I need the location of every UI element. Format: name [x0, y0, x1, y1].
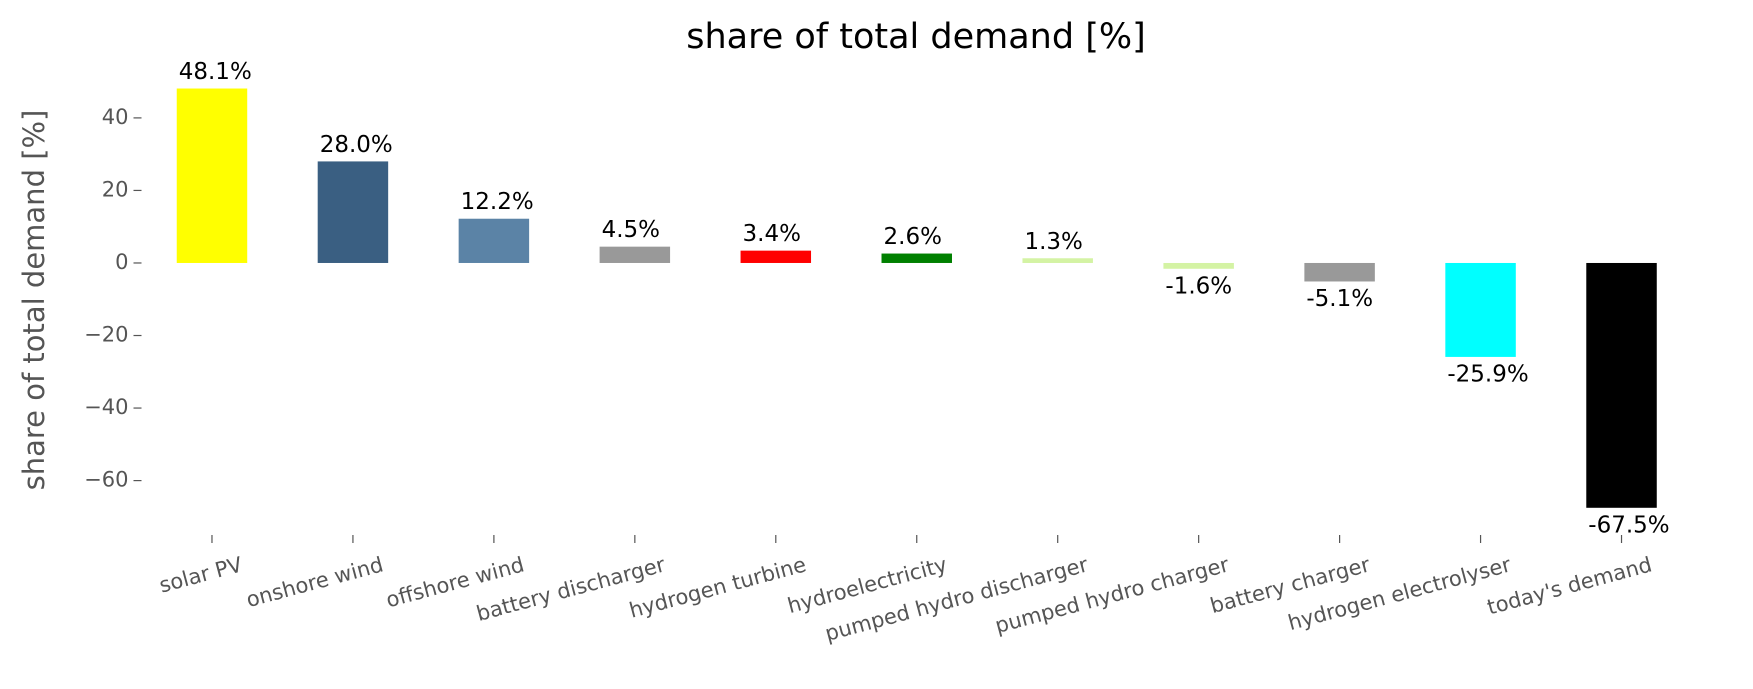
value-label: 4.5% [602, 217, 660, 243]
value-label: -5.1% [1306, 286, 1373, 312]
bar [599, 246, 671, 263]
y-axis-label: share of total demand [%] [17, 110, 51, 491]
y-tick-label: −20 [84, 323, 128, 347]
value-label: -67.5% [1588, 512, 1669, 538]
bar [458, 218, 530, 263]
value-label: 12.2% [461, 189, 534, 215]
value-label: 28.0% [320, 132, 393, 158]
y-tick-label: 20 [102, 177, 129, 201]
value-label: 3.4% [743, 221, 801, 247]
y-tick-label: −40 [84, 395, 128, 419]
bar [1445, 262, 1516, 357]
y-tick-label: 40 [102, 105, 129, 129]
x-tick-label: solar PV [157, 552, 246, 597]
value-label: -25.9% [1447, 361, 1528, 387]
bar [1304, 262, 1375, 282]
bar [881, 253, 952, 263]
x-tick-label: today's demand [1485, 552, 1655, 619]
bar [1163, 262, 1234, 269]
bar [740, 250, 812, 263]
bar [176, 88, 248, 263]
chart-title: share of total demand [%] [686, 17, 1146, 57]
value-label: 1.3% [1024, 229, 1082, 255]
y-tick-label: −60 [84, 468, 128, 492]
bar [317, 161, 389, 263]
bar [1022, 258, 1093, 263]
value-label: 48.1% [179, 59, 252, 85]
bar [1586, 262, 1657, 508]
y-tick-label: 0 [115, 250, 128, 274]
x-tick-label: onshore wind [244, 552, 386, 612]
value-label: -1.6% [1165, 273, 1232, 299]
x-tick-label: pumped hydro charger [993, 552, 1232, 638]
value-label: 2.6% [884, 224, 942, 250]
